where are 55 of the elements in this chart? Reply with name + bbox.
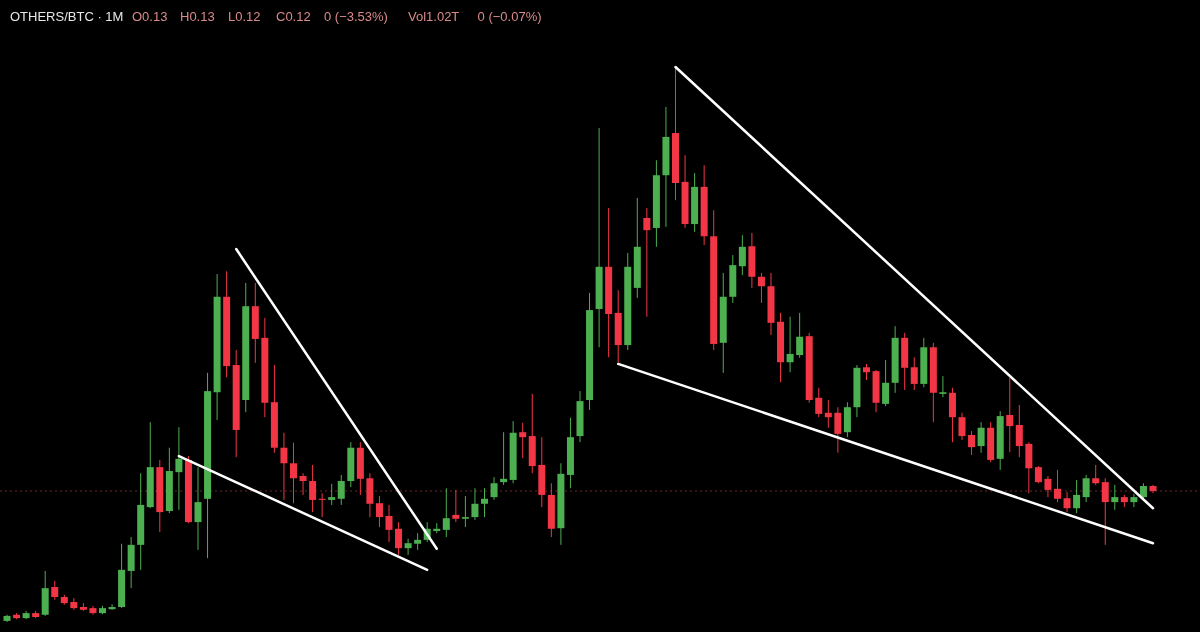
candlestick — [290, 442, 297, 504]
candlestick — [70, 597, 78, 611]
candlestick — [1063, 491, 1071, 513]
text: 0 (−3.53%) — [324, 9, 388, 24]
candlestick — [299, 472, 307, 496]
candlestick — [1073, 479, 1081, 514]
candlestick — [1054, 469, 1061, 503]
text: H0.13 — [180, 9, 215, 24]
candlestick — [1130, 493, 1138, 508]
candlestick — [1006, 377, 1014, 453]
candlestick — [815, 387, 823, 418]
candlestick — [375, 495, 383, 528]
text: Vol1.02T — [408, 9, 460, 24]
candlestick — [481, 487, 488, 518]
candlestick — [404, 538, 412, 556]
candlestick — [490, 476, 498, 501]
text: L0.12 — [228, 9, 261, 24]
candlestick — [461, 495, 469, 528]
candlestick — [328, 483, 336, 506]
candlestick — [51, 580, 59, 601]
candlestick — [643, 207, 651, 318]
text: 0 (−0.07%) — [477, 9, 542, 24]
candlestick — [1015, 404, 1023, 458]
candlestick — [824, 399, 832, 429]
candlestick — [395, 521, 403, 556]
candlestick — [442, 487, 450, 538]
candlestick — [958, 412, 966, 441]
candlestick — [452, 489, 460, 523]
candlestick — [385, 504, 393, 543]
text: O0.13 — [132, 9, 168, 24]
candlestick — [309, 464, 317, 513]
candlestick — [977, 421, 985, 454]
candlestick — [1101, 477, 1109, 546]
candlestick — [194, 466, 202, 551]
candlestick — [471, 487, 479, 521]
candlestick — [882, 359, 890, 407]
candlestick — [337, 474, 345, 506]
candlestick — [519, 422, 527, 459]
candlestick — [834, 406, 842, 454]
candlestick — [1092, 464, 1100, 486]
candlestick — [175, 426, 183, 511]
chart-title: OTHERS/BTC · 1M — [10, 9, 124, 24]
candlestick — [280, 432, 288, 501]
candlestick — [738, 234, 746, 276]
candlestick — [1111, 484, 1119, 511]
candlestick — [500, 431, 508, 486]
candlestick — [968, 430, 976, 456]
text: C0.12 — [276, 9, 311, 24]
candlestick — [786, 316, 794, 373]
candlestick — [1082, 474, 1090, 503]
candlestick — [757, 272, 765, 304]
candlestick — [796, 312, 804, 359]
candlestick — [1044, 475, 1052, 498]
candlestick — [939, 375, 947, 398]
candlestick — [910, 356, 918, 391]
